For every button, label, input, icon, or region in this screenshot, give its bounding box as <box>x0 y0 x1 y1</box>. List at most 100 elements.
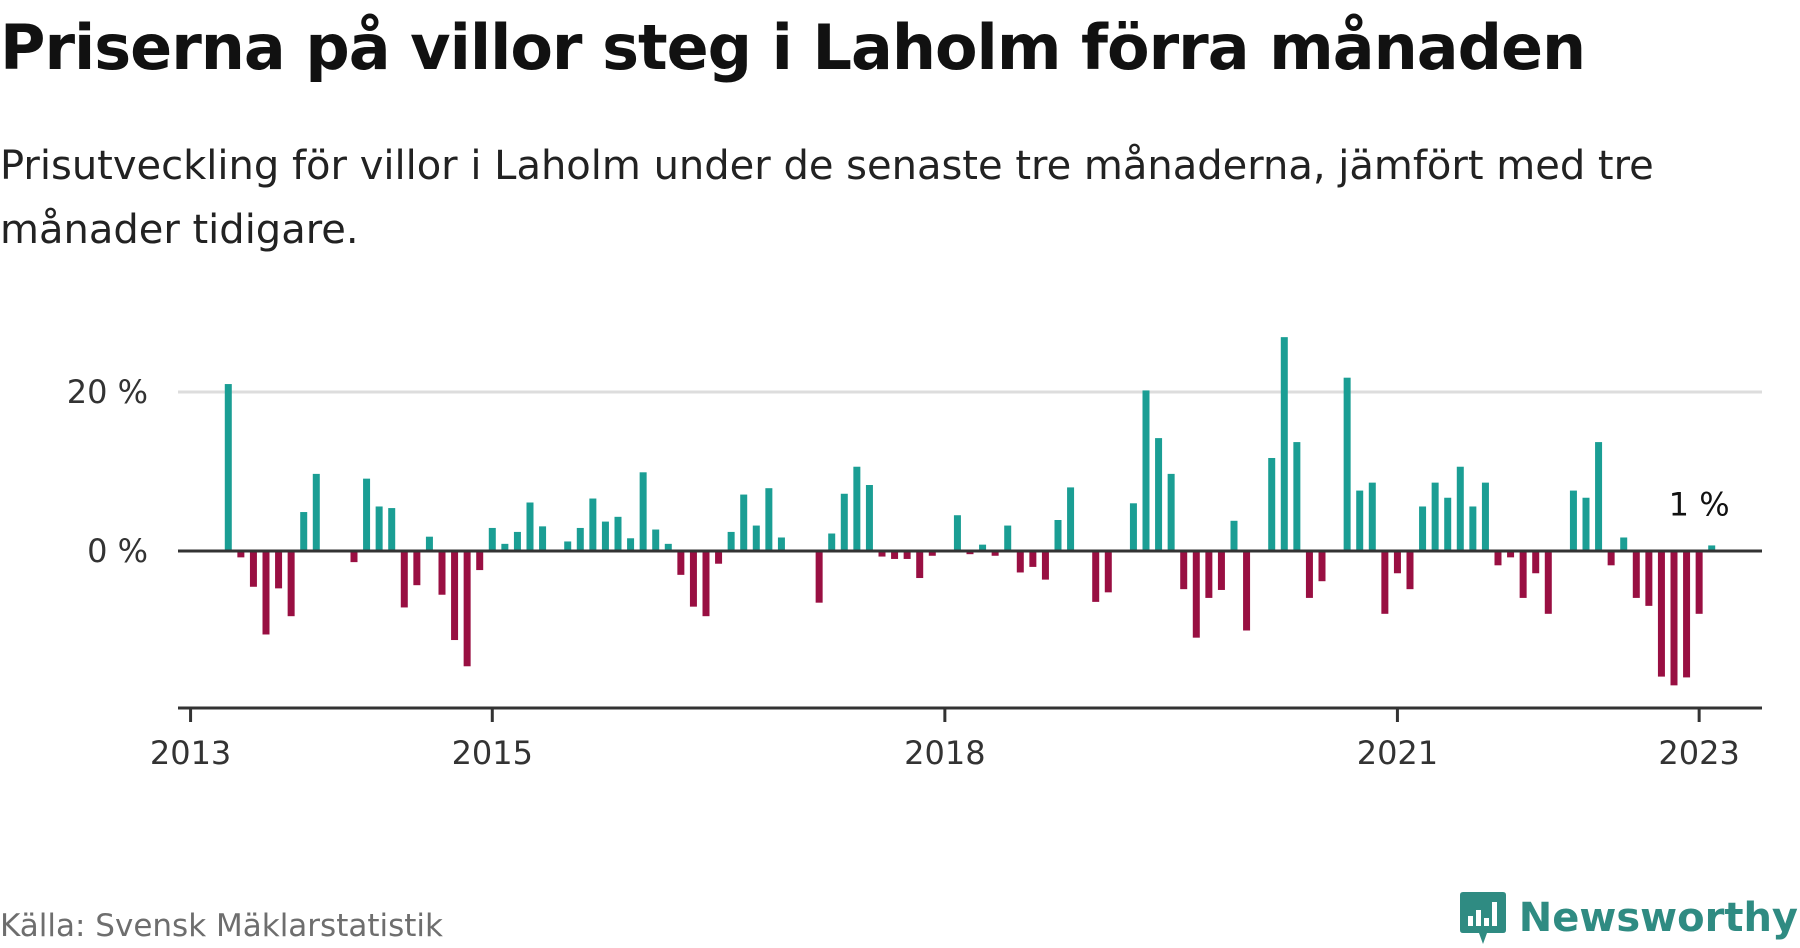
bar <box>488 527 496 551</box>
bar <box>224 384 232 551</box>
latest-value-label: 1 % <box>1669 485 1730 523</box>
bar <box>1544 551 1552 614</box>
bar <box>664 543 672 552</box>
bar <box>1532 551 1540 574</box>
bar <box>1029 551 1037 567</box>
y-tick-label: 0 % <box>87 532 148 570</box>
bar <box>966 551 974 555</box>
bar <box>1419 506 1427 551</box>
bar <box>1393 551 1401 574</box>
x-tick-label: 2015 <box>452 734 533 772</box>
bar <box>878 551 886 557</box>
bar <box>1155 438 1163 551</box>
bar <box>916 551 924 579</box>
bar <box>476 551 484 571</box>
bar <box>1620 537 1628 552</box>
bar <box>853 466 861 551</box>
bar <box>1016 551 1024 573</box>
bar <box>526 502 534 551</box>
bar <box>300 512 308 551</box>
bar <box>727 531 735 551</box>
x-tick-label: 2023 <box>1658 734 1739 772</box>
bar <box>979 544 987 551</box>
bar <box>891 551 899 559</box>
bar <box>1205 551 1213 598</box>
bar <box>652 529 660 551</box>
bar <box>1243 551 1251 631</box>
bar <box>438 551 446 595</box>
bar <box>1356 490 1364 551</box>
bar <box>589 498 597 551</box>
bar <box>1104 551 1112 593</box>
bar <box>400 551 408 608</box>
bar <box>1507 551 1515 558</box>
bar <box>840 493 848 551</box>
bar <box>1167 473 1175 551</box>
bar <box>627 538 635 551</box>
bar <box>1230 520 1238 551</box>
bar <box>1343 377 1351 551</box>
bar <box>513 531 521 551</box>
bar <box>312 473 320 551</box>
bar <box>1519 551 1527 598</box>
bar <box>1469 506 1477 551</box>
bar <box>350 551 358 563</box>
bar <box>1180 551 1188 590</box>
bar <box>1293 442 1301 551</box>
page-subtitle: Prisutveckling för villor i Laholm under… <box>0 143 1654 253</box>
bar <box>1670 551 1678 686</box>
bar <box>1268 457 1276 552</box>
source-note: Källa: Svensk Mäklarstatistik <box>0 908 443 944</box>
bar <box>1192 551 1200 638</box>
bar <box>765 488 773 551</box>
bar <box>1004 525 1012 551</box>
bar <box>1494 551 1502 566</box>
bar <box>828 533 836 551</box>
bar <box>425 536 433 551</box>
bar <box>1129 503 1137 551</box>
bar <box>287 551 295 617</box>
bar <box>601 521 609 552</box>
bar <box>1695 551 1703 614</box>
bar <box>928 551 936 556</box>
bar <box>1582 497 1590 552</box>
bar <box>275 551 283 589</box>
bar <box>1217 551 1225 590</box>
bar <box>903 551 911 559</box>
x-tick-label: 2018 <box>904 734 985 772</box>
axes <box>178 549 1762 722</box>
page-title: Priserna på villor steg i Laholm förra m… <box>0 11 1586 84</box>
bar <box>991 551 999 556</box>
bar <box>1054 520 1062 551</box>
bar <box>1142 390 1150 551</box>
brand-name: Newsworthy <box>1518 895 1798 941</box>
bar <box>451 551 459 641</box>
bar <box>237 551 245 558</box>
bar <box>953 515 961 551</box>
bar <box>501 543 509 552</box>
bar <box>865 485 873 551</box>
bar <box>702 551 710 617</box>
bar <box>1318 551 1326 582</box>
bar <box>689 551 697 607</box>
bar <box>1481 482 1489 551</box>
bar <box>539 526 547 551</box>
bar <box>249 551 257 587</box>
bar <box>1607 551 1615 566</box>
newsworthy-brand[interactable]: Newsworthy <box>1459 890 1798 946</box>
bar <box>363 478 371 551</box>
labels: 0 % 20 % 2013 2015 2018 2021 2023 1 % <box>67 373 1740 772</box>
x-tick-label: 2021 <box>1357 734 1438 772</box>
bar-chart-speech-bubble-icon <box>1459 892 1506 944</box>
bar <box>777 537 785 552</box>
bar <box>1041 551 1049 580</box>
bar <box>1431 482 1439 551</box>
bar <box>1456 466 1464 551</box>
bar <box>463 551 471 667</box>
bar <box>1569 490 1577 551</box>
bar <box>262 551 270 635</box>
bar <box>576 527 584 551</box>
bar <box>1381 551 1389 614</box>
bar <box>1305 551 1313 598</box>
bar <box>1683 551 1691 678</box>
